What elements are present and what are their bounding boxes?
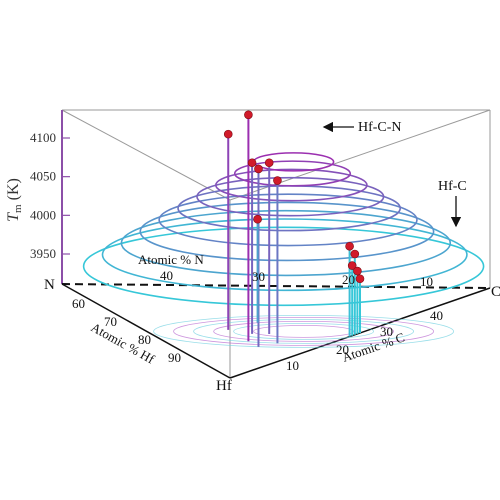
annotation-binary: Hf-C: [438, 179, 467, 194]
data-point: [345, 241, 354, 251]
z-axis-label-subscript: m: [12, 204, 24, 213]
contour-ring: [101, 218, 468, 292]
Hf-tick-label: 90: [168, 350, 181, 365]
z-axis-label-symbol: T: [5, 212, 22, 222]
z-tick-label: 3950: [30, 246, 56, 261]
N-tick-label: 40: [160, 268, 173, 283]
N-tick-label: 20: [342, 272, 355, 287]
N-axis-title: Atomic % N: [138, 252, 204, 267]
N-axis-ticks: 40 30 20 10: [160, 268, 433, 289]
N-tick-label: 30: [252, 269, 265, 284]
data-point: [223, 129, 233, 139]
frame-diagonal-left: [61, 109, 231, 201]
vertex-Hf-label: Hf: [216, 378, 232, 394]
contour-ring: [215, 168, 368, 202]
contour-base-ring: [213, 320, 395, 342]
contour-base-ring: [173, 316, 435, 346]
Hf-tick-label: 60: [72, 296, 85, 311]
z-axis-ticks: 3950 4000 4050 4100: [30, 130, 70, 261]
z-tick-label: 4000: [30, 207, 56, 222]
vertex-C-label: C: [491, 284, 500, 300]
C-tick-label: 10: [286, 358, 299, 373]
edge-N-Hf: [61, 283, 231, 379]
C-tick-label: 20: [336, 342, 349, 357]
data-point: [247, 158, 257, 168]
C-axis-ticks: 10 20 30 40: [286, 308, 443, 373]
z-axis-label-unit: (K): [5, 178, 22, 200]
data-point: [244, 110, 253, 120]
contour-rings: [82, 152, 485, 348]
data-point: [355, 274, 365, 284]
z-tick-label: 4050: [30, 169, 56, 184]
contour-base-ring: [153, 314, 455, 348]
contour-ring: [158, 193, 418, 247]
Hf-tick-label: 80: [138, 332, 151, 347]
C-tick-label: 40: [430, 308, 443, 323]
data-point: [350, 249, 360, 259]
z-tick-label: 4100: [30, 130, 56, 145]
ternary-base-triangle: [61, 283, 491, 379]
z-axis-label: Tm (K): [5, 178, 24, 222]
contour-base-ring: [193, 318, 415, 344]
vertex-N-label: N: [44, 277, 55, 293]
data-point: [253, 214, 262, 224]
annotation-ternary: Hf-C-N: [358, 120, 402, 135]
contour-base-ring: [233, 322, 375, 340]
data-point: [353, 266, 362, 276]
Hf-tick-label: 70: [104, 314, 117, 329]
data-point: [347, 261, 357, 270]
data-points: [223, 110, 365, 347]
contour-ring: [233, 160, 352, 187]
Hf-axis-ticks: 60 70 80 90: [72, 296, 181, 365]
C-tick-label: 30: [380, 324, 393, 339]
data-point: [264, 158, 274, 168]
edge-N-C: [61, 283, 491, 289]
N-tick-label: 10: [420, 274, 433, 289]
data-point: [273, 176, 282, 185]
contour-ring: [120, 209, 452, 277]
contour-base-ring: [253, 324, 355, 338]
data-point: [254, 164, 263, 174]
contour-ring: [139, 201, 435, 262]
contour-ring: [82, 226, 485, 307]
contour-ring: [196, 176, 385, 217]
